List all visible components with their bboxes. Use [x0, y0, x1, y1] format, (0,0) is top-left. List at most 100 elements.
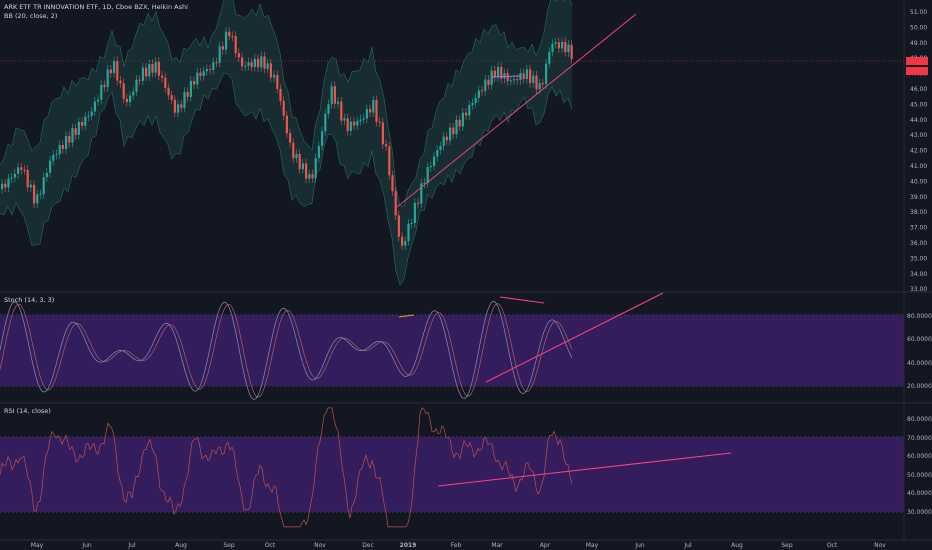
rsi-axis-label: 30.0000	[907, 509, 932, 516]
prev-close-marker	[906, 67, 928, 75]
rsi-axis-label: 80.0000	[907, 416, 932, 423]
candle-body	[538, 83, 541, 90]
candle-body	[20, 167, 23, 170]
candle-body	[397, 215, 400, 237]
candle-body	[269, 63, 272, 78]
candle-body	[157, 61, 160, 76]
time-axis-label: Jul	[127, 542, 136, 549]
candle-body	[189, 80, 192, 97]
candle-body	[276, 74, 279, 89]
stoch-axis-label: 20.0000	[907, 383, 932, 390]
candle-body	[138, 79, 141, 81]
price-resistance-line[interactable]	[490, 75, 522, 78]
stoch-axis[interactable]: 80.0000 60.0000 40.0000 20.0000	[907, 313, 932, 390]
candle-body	[167, 87, 170, 96]
price-axis-label: 37.00	[910, 225, 927, 232]
candle-body	[81, 121, 84, 126]
candle-body	[292, 142, 295, 159]
last-price-marker	[906, 57, 928, 65]
candle-body	[429, 165, 432, 168]
candle-body	[177, 104, 180, 113]
candle-body	[564, 41, 567, 53]
candle-body	[74, 128, 77, 135]
candle-body	[170, 95, 173, 100]
main-legend-title: ARK ETF TR INNOVATION ETF, 1D, Cboe BZX,…	[4, 3, 188, 11]
price-axis-label: 33.00	[910, 286, 927, 293]
rsi-trendlines[interactable]	[437, 452, 732, 487]
candle-body	[119, 80, 122, 84]
candle-body	[100, 84, 103, 100]
price-axis[interactable]: 51.0050.0049.0048.0047.0046.0045.0044.00…	[910, 9, 927, 293]
candle-body	[241, 57, 244, 67]
rsi-axis[interactable]: 80.0000 70.0000 60.0000 50.0000 40.0000 30.00…	[907, 416, 932, 516]
candle-body	[439, 146, 442, 151]
price-axis-label: 43.00	[910, 132, 927, 139]
candle-body	[548, 51, 551, 64]
stoch-axis-label: 80.0000	[907, 313, 932, 320]
candle-body	[484, 79, 487, 91]
candle-body	[567, 44, 570, 53]
candle-body	[199, 72, 202, 76]
candle-body	[442, 136, 445, 147]
candle-body	[132, 91, 135, 96]
time-axis-label: Oct	[827, 542, 838, 549]
time-axis-label: Dec	[362, 542, 374, 549]
candle-body	[247, 62, 250, 66]
stoch-band	[0, 315, 904, 386]
candle-body	[417, 202, 420, 204]
candle-body	[285, 115, 288, 134]
candle-body	[93, 101, 96, 112]
candle-body	[436, 150, 439, 157]
bb-fill	[0, 0, 572, 286]
candle-body	[423, 182, 426, 184]
candle-body	[497, 66, 500, 78]
candle-body	[260, 56, 263, 68]
price-axis-label: 39.00	[910, 194, 927, 201]
candle-body	[61, 145, 64, 149]
candle-body	[109, 69, 112, 74]
time-axis-label: 2019	[400, 542, 417, 549]
candle-body	[324, 113, 327, 132]
stoch-trendline[interactable]	[485, 292, 664, 383]
stoch-trendlines[interactable]	[398, 292, 664, 383]
candle-body	[125, 98, 128, 103]
candle-body	[369, 109, 372, 113]
candle-body	[404, 241, 407, 246]
candle-body	[13, 173, 16, 178]
price-axis-label: 49.00	[910, 40, 927, 47]
time-axis-label: Apr	[540, 542, 551, 549]
rsi-axis-label: 40.0000	[907, 490, 932, 497]
price-axis-label: 44.00	[910, 117, 927, 124]
candle-body	[394, 191, 397, 216]
price-trendline[interactable]	[396, 13, 637, 208]
candle-body	[525, 69, 528, 80]
candle-body	[557, 42, 560, 49]
candle-body	[193, 80, 196, 85]
candle-body	[33, 184, 36, 204]
price-axis-label: 51.00	[910, 9, 927, 16]
candle-body	[42, 177, 45, 195]
candle-body	[359, 119, 362, 122]
main-trendlines[interactable]	[396, 13, 637, 208]
price-axis-label: 46.00	[910, 86, 927, 93]
stoch-short-line[interactable]	[398, 314, 415, 318]
candle-body	[516, 79, 519, 81]
candle-body	[372, 100, 375, 113]
rsi-trendline[interactable]	[437, 452, 732, 487]
time-axis[interactable]: May Jun Jul Aug Sep Oct Nov Dec 2019 Feb Mar Apr May…	[31, 542, 887, 549]
candle-body	[279, 88, 282, 101]
candle-body	[26, 170, 29, 188]
candle-body	[129, 95, 132, 103]
candle-body	[445, 136, 448, 141]
price-axis-label: 42.00	[910, 148, 927, 155]
candlestick-series	[1, 27, 573, 251]
time-axis-label: Mar	[491, 542, 503, 549]
candle-body	[314, 158, 317, 179]
candle-body	[84, 116, 87, 126]
stoch-divergence-line[interactable]	[499, 296, 545, 304]
candle-body	[308, 174, 311, 179]
candle-body	[151, 64, 154, 73]
candle-body	[330, 86, 333, 105]
